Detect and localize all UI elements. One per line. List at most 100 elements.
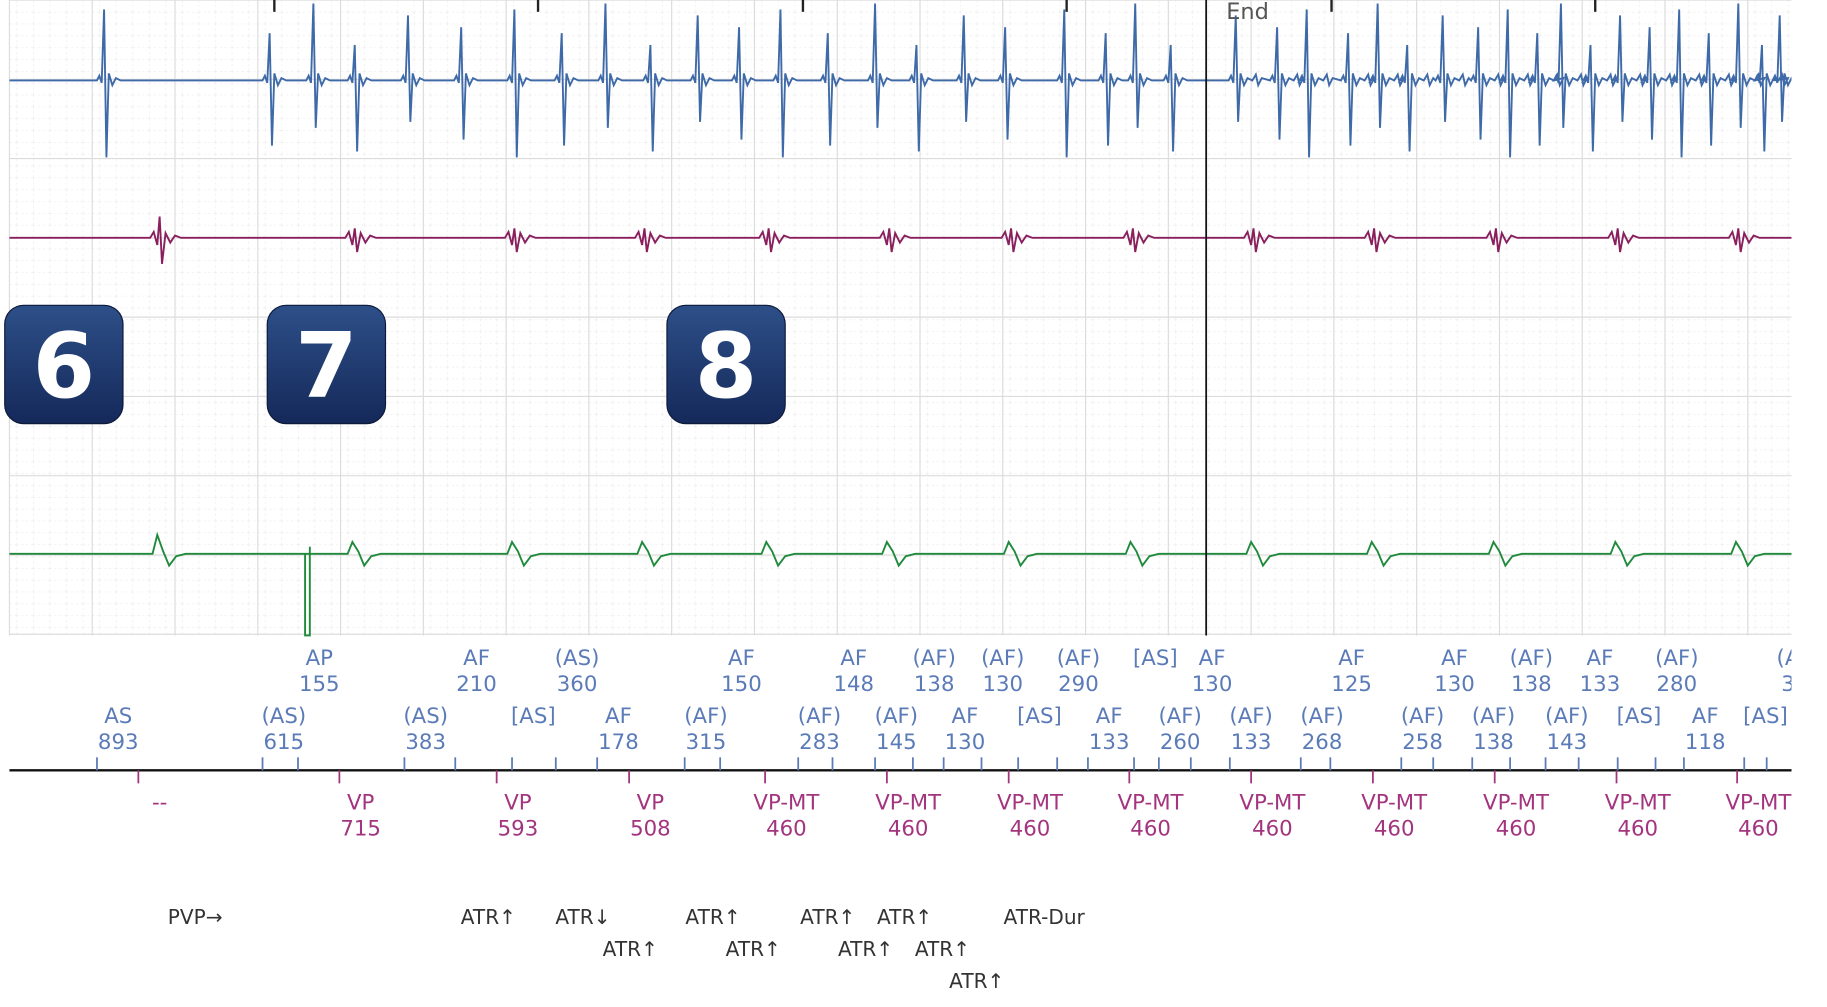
marker-label: (A <box>1777 646 1800 671</box>
marker-interval: 130 <box>1192 672 1233 697</box>
marker-label: -- <box>152 790 167 815</box>
marker-interval: 460 <box>766 816 807 841</box>
far-field-trace <box>9 531 1792 568</box>
marker-label: (AS) <box>403 704 448 729</box>
annotation: ATR↑ <box>726 937 781 961</box>
marker-label: VP-MT <box>753 790 820 815</box>
badge: 7 <box>266 304 387 425</box>
badge-number: 6 <box>33 315 96 419</box>
marker-label: VP-MT <box>1361 790 1428 815</box>
marker-interval: 460 <box>1374 816 1415 841</box>
marker-interval: 615 <box>264 730 305 755</box>
marker-interval: 290 <box>1058 672 1099 697</box>
marker-interval: 133 <box>1089 730 1130 755</box>
marker-interval: 460 <box>1738 816 1779 841</box>
marker-label: [AS] <box>511 704 556 729</box>
marker-label: VP <box>504 790 532 815</box>
marker-interval: 460 <box>1617 816 1658 841</box>
marker-label: AF <box>952 704 979 729</box>
annotation: ATR↑ <box>877 905 932 929</box>
marker-label: (AF) <box>1300 704 1343 729</box>
marker-label: AS <box>104 704 132 729</box>
marker-label: AF <box>1441 646 1468 671</box>
marker-label: VP <box>347 790 375 815</box>
marker-interval: 460 <box>1252 816 1293 841</box>
marker-label: (AF) <box>684 704 727 729</box>
marker-interval: 260 <box>1160 730 1201 755</box>
marker-interval: 715 <box>340 816 381 841</box>
marker-label: AF <box>728 646 755 671</box>
badge: 8 <box>666 304 786 425</box>
marker-label: VP-MT <box>1118 790 1185 815</box>
marker-interval: 130 <box>1434 672 1475 697</box>
marker-label: (AF) <box>1545 704 1588 729</box>
marker-interval: 138 <box>914 672 955 697</box>
marker-label: AF <box>1587 646 1614 671</box>
badge-number: 7 <box>295 315 358 419</box>
marker-interval: 460 <box>1130 816 1171 841</box>
marker-interval: 460 <box>888 816 929 841</box>
marker-label: VP-MT <box>1239 790 1306 815</box>
annotation: ATR↑ <box>800 905 855 929</box>
marker-label: AF <box>1199 646 1226 671</box>
marker-label: (AF) <box>875 704 918 729</box>
marker-label: (AF) <box>1401 704 1444 729</box>
badge-box <box>666 304 786 425</box>
marker-interval: 268 <box>1302 730 1343 755</box>
marker-interval: 210 <box>456 672 497 697</box>
marker-label: AF <box>1692 704 1719 729</box>
marker-interval: 315 <box>686 730 727 755</box>
ventricular-egm-trace <box>9 216 1792 264</box>
marker-label: [AS] <box>1617 704 1662 729</box>
marker-interval: 460 <box>1010 816 1051 841</box>
marker-interval: 143 <box>1547 730 1588 755</box>
marker-interval: 258 <box>1402 730 1443 755</box>
marker-interval: 118 <box>1685 730 1726 755</box>
marker-interval: 508 <box>630 816 671 841</box>
annotation: ATR-Dur <box>1004 905 1086 929</box>
marker-label: (AF) <box>1057 646 1100 671</box>
marker-label: AF <box>1338 646 1365 671</box>
marker-interval: 148 <box>833 672 874 697</box>
marker-label: (AF) <box>1655 646 1698 671</box>
traces <box>9 3 1792 637</box>
marker-label: (AF) <box>1510 646 1553 671</box>
marker-interval: 145 <box>876 730 917 755</box>
badge-box <box>4 304 124 425</box>
marker-interval: 138 <box>1473 730 1514 755</box>
marker-label: (AF) <box>1158 704 1201 729</box>
marker-interval: 460 <box>1496 816 1537 841</box>
marker-label: AF <box>1096 704 1123 729</box>
marker-label: AF <box>605 704 632 729</box>
annotation: ATR↑ <box>949 969 1004 993</box>
marker-label: VP <box>637 790 665 815</box>
marker-interval: 283 <box>799 730 840 755</box>
marker-interval: 133 <box>1231 730 1272 755</box>
marker-label: VP-MT <box>1605 790 1672 815</box>
marker-interval: 130 <box>945 730 986 755</box>
marker-label: [AS] <box>1017 704 1062 729</box>
badge: 6 <box>4 304 124 425</box>
marker-label: AF <box>840 646 867 671</box>
marker-interval: 3 <box>1781 672 1795 697</box>
marker-interval: 130 <box>982 672 1023 697</box>
marker-label: (AF) <box>798 704 841 729</box>
marker-interval: 893 <box>98 730 139 755</box>
annotation: ATR↑ <box>685 905 740 929</box>
marker-label: (AF) <box>1472 704 1515 729</box>
marker-label: (AF) <box>912 646 955 671</box>
annotation: ATR↑ <box>603 937 658 961</box>
annotation: ATR↓ <box>555 905 610 929</box>
marker-interval: 178 <box>598 730 639 755</box>
annotation: ATR↑ <box>838 937 893 961</box>
marker-interval: 383 <box>405 730 446 755</box>
marker-interval: 360 <box>557 672 598 697</box>
marker-label: VP-MT <box>1483 790 1550 815</box>
annotation: ATR↑ <box>461 905 516 929</box>
marker-interval: 138 <box>1511 672 1552 697</box>
marker-label: VP-MT <box>1725 790 1792 815</box>
marker-label: AF <box>463 646 490 671</box>
marker-interval: 593 <box>498 816 539 841</box>
